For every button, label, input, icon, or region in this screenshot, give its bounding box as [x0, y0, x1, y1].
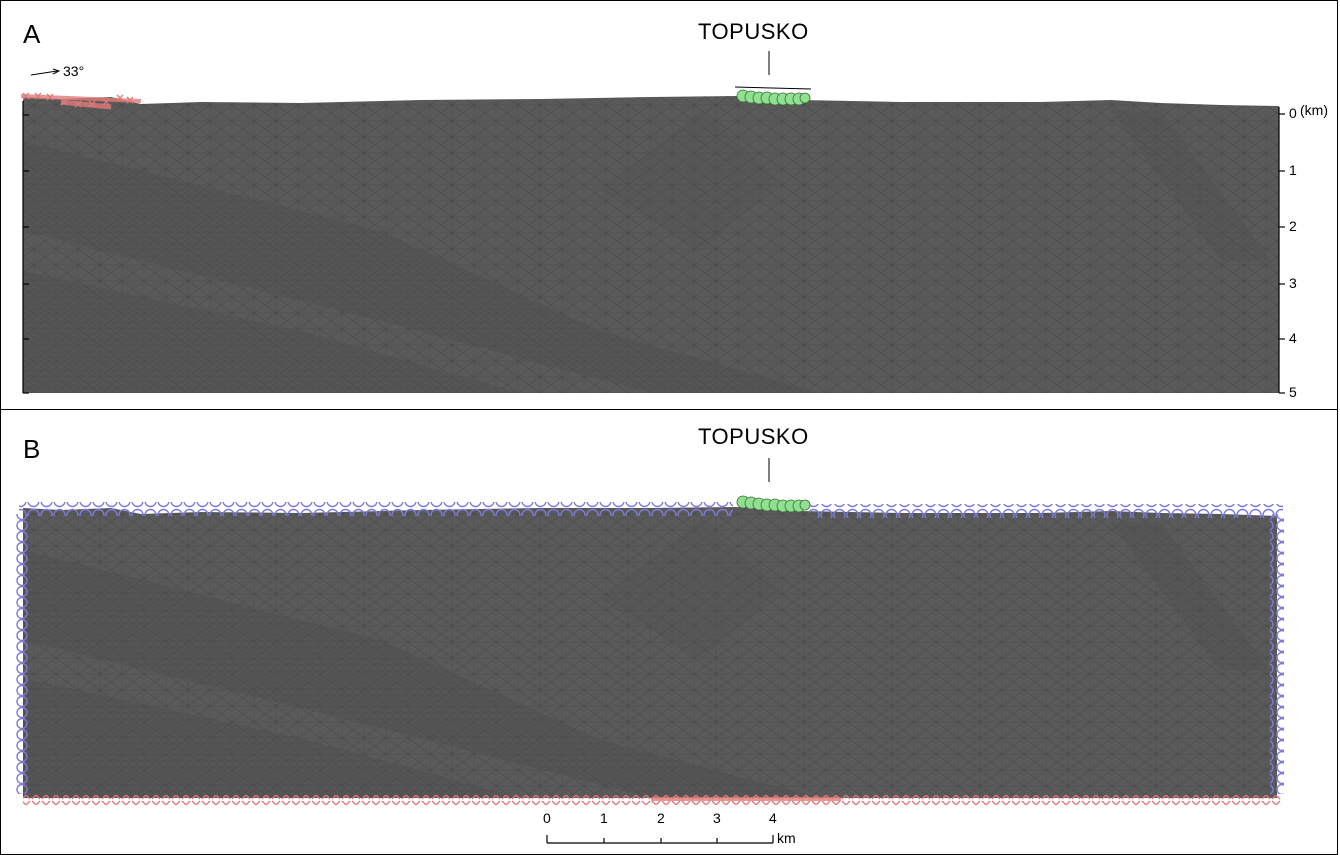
panel-b: B TOPUSKO: [0, 409, 1338, 855]
panel-a-layer-band: [601, 111, 781, 251]
orientation-arrow-line: [30, 70, 58, 76]
panel-b-top-boundary-markers-left: [19, 502, 733, 516]
panel-b-top-boundary-markers-right: [809, 504, 1283, 518]
panel-b-left-boundary-markers: [16, 514, 30, 794]
panel-a-layer-band: [23, 271, 521, 393]
panel-b-graphic: [16, 458, 1284, 844]
panel-b-site-label: TOPUSKO: [698, 424, 809, 449]
panel-b-layer-band: [601, 520, 781, 660]
panel-b-right-boundary-markers: [1270, 514, 1284, 794]
scale-tick-0: 0: [543, 810, 551, 826]
panel-b-letter: B: [23, 434, 41, 464]
panel-a: A TOPUSKO: [0, 0, 1338, 411]
panel-b-layer-band: [23, 678, 521, 798]
depth-tick-5: 5: [1289, 384, 1297, 400]
panel-b-layer-band: [1111, 522, 1269, 670]
depth-tick-3: 3: [1289, 275, 1297, 291]
scale-bar: [546, 835, 774, 844]
panel-a-graphic: [20, 51, 1285, 394]
panel-a-layer-band: [1111, 111, 1271, 261]
depth-tick-0: 0: [1289, 105, 1297, 121]
scale-tick-3: 3: [713, 810, 721, 826]
orientation-arrow-head: [52, 68, 61, 75]
panel-b-mesh: [23, 507, 1277, 798]
panel-b-layer-band: [23, 550, 821, 798]
scale-tick-1: 1: [600, 810, 608, 826]
panel-a-red-markers: [20, 92, 142, 110]
panel-a-site-label: TOPUSKO: [698, 19, 809, 44]
scale-tick-4: 4: [769, 810, 777, 826]
depth-tick-4: 4: [1289, 330, 1297, 346]
scale-tick-2: 2: [657, 810, 665, 826]
depth-tick-2: 2: [1289, 218, 1297, 234]
orientation-angle-label: 33°: [63, 63, 85, 79]
panel-a-layer-band: [23, 141, 821, 393]
depth-tick-1: 1: [1289, 162, 1297, 178]
panel-a-green-markers: [736, 89, 811, 106]
scale-bar-unit: km: [777, 830, 796, 846]
panel-a-mesh: [23, 96, 1279, 393]
panel-b-green-markers: [736, 495, 811, 513]
depth-axis-unit: (km): [1300, 102, 1328, 118]
panel-a-letter: A: [23, 19, 41, 49]
